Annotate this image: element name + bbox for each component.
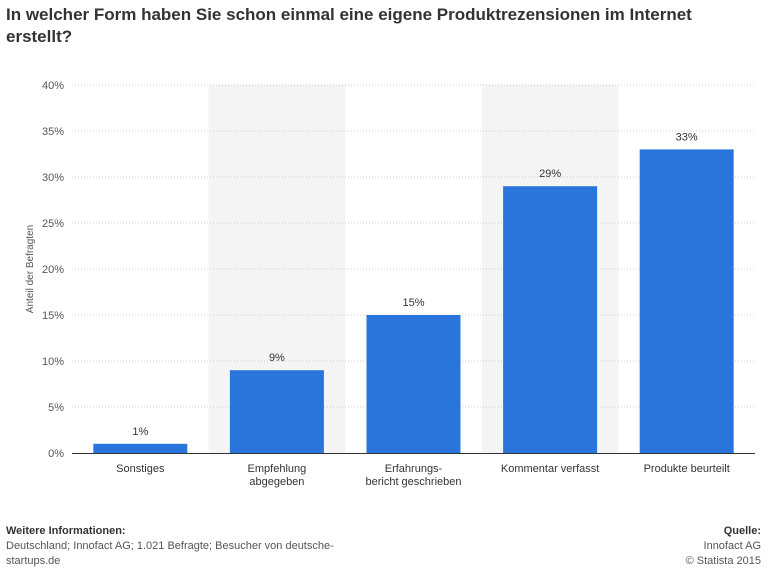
footer-source-line: © Statista 2015 [685,555,761,567]
value-label: 9% [269,352,285,364]
x-tick-label: bericht geschrieben [365,476,461,488]
footer-source: Quelle: Innofact AG © Statista 2015 [686,524,761,569]
y-tick-label: 40% [42,80,64,92]
value-label: 15% [402,297,424,309]
x-tick-label: Empfehlung [248,463,307,475]
y-tick-label: 0% [48,448,64,460]
x-tick-label: abgegeben [249,476,304,488]
x-tick-label: Erfahrungs- [385,463,443,475]
bar-chart: 0%5%10%15%20%25%30%35%40% 1%9%15%29%33% … [25,80,755,488]
gridlines [72,84,755,454]
footer-info: Weitere Informationen: Deutschland; Inno… [6,524,334,569]
footer-info-heading: Weitere Informationen: [6,525,126,537]
y-tick-label: 30% [42,172,64,184]
bar [639,149,734,453]
y-tick-label: 15% [42,310,64,322]
value-label: 29% [539,168,561,180]
bar [93,443,188,453]
x-tick-label: Kommentar verfasst [501,463,599,475]
chart-title: In welcher Form haben Sie schon einmal e… [6,5,692,46]
value-label: 33% [676,131,698,143]
y-axis-ticks: 0% 5% 10% 15% 20% 25% 30% 35% 40% [42,80,64,460]
y-tick-label: 35% [42,126,64,138]
y-tick-label: 5% [48,402,64,414]
bar [229,370,324,453]
value-labels: 1% 9% 15% 29% 33% [132,131,698,437]
y-axis-label: Anteil der Befragten [25,225,36,313]
x-tick-label: Sonstiges [116,463,165,475]
y-tick-label: 20% [42,264,64,276]
bars [93,149,734,453]
footer-info-line: startups.de [6,555,61,567]
footer-source-heading: Quelle: [723,525,761,537]
bar [366,315,461,453]
value-label: 1% [132,426,148,438]
bar [503,186,598,453]
footer-info-line: Deutschland; Innofact AG; 1.021 Befragte… [6,540,334,552]
x-tick-label: Produkte beurteilt [644,463,730,475]
footer-source-line: Innofact AG [703,540,761,552]
y-tick-label: 10% [42,356,64,368]
y-tick-label: 25% [42,218,64,230]
